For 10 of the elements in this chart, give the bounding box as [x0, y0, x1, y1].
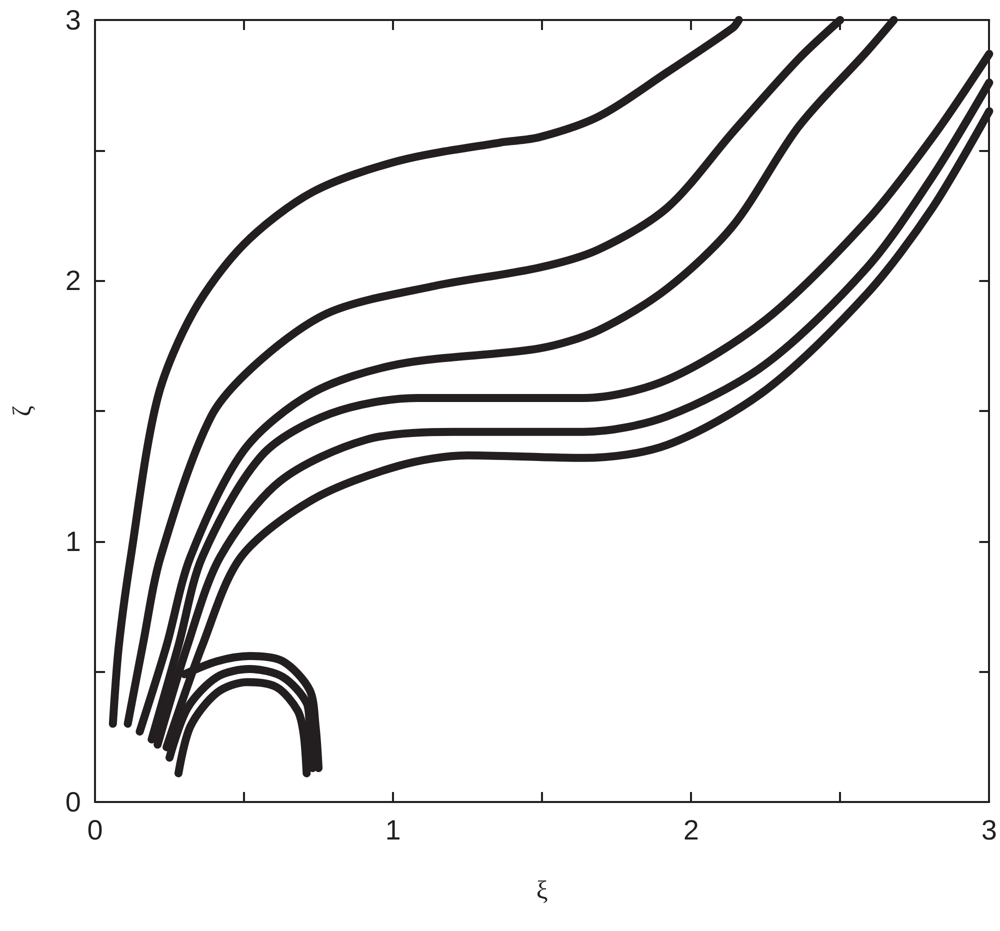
x-tick-label: 3: [981, 814, 998, 846]
y-axis-title: ζ: [8, 405, 36, 416]
y-tick-label: 2: [65, 265, 81, 296]
x-tick-label: 2: [683, 814, 699, 846]
y-tick-label: 3: [65, 4, 81, 36]
y-tick-label: 0: [65, 786, 81, 818]
x-axis-title: ξ: [536, 876, 548, 904]
y-tick-label: 1: [65, 526, 81, 557]
x-tick-label: 0: [87, 814, 103, 846]
x-tick-label: 1: [385, 814, 401, 846]
